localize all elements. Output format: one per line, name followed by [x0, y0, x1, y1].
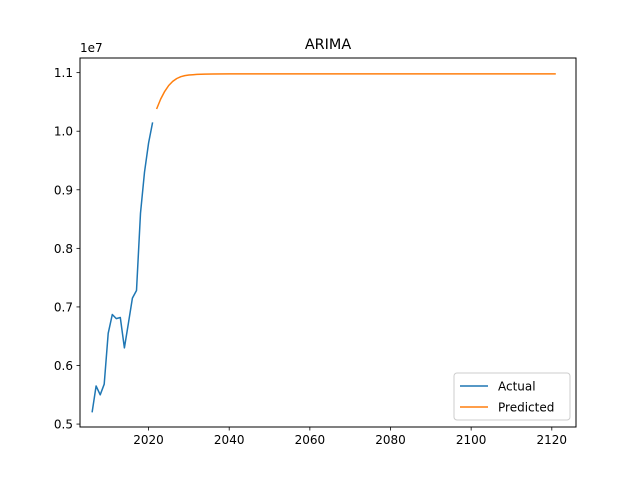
x-tick-label: 2100 — [456, 433, 487, 447]
y-axis: 0.5 0.6 0.7 0.8 0.9 1.0 1.1 — [54, 66, 80, 432]
y-offset-label: 1e7 — [80, 41, 103, 55]
y-tick-label: 0.7 — [54, 300, 73, 314]
axes-frame — [79, 57, 577, 428]
y-tick-label: 0.9 — [54, 183, 73, 197]
series-layer — [91, 73, 556, 413]
series-line-actual — [91, 122, 154, 413]
x-tick-label: 2060 — [295, 433, 326, 447]
x-tick-label: 2080 — [375, 433, 406, 447]
y-tick-label: 0.6 — [54, 359, 73, 373]
y-tick-label: 1.0 — [54, 125, 73, 139]
x-tick-label: 2040 — [214, 433, 245, 447]
x-axis: 2020 2040 2060 2080 2100 2120 — [133, 427, 567, 447]
y-tick-label: 0.8 — [54, 242, 73, 256]
legend: Actual Predicted — [453, 372, 571, 421]
legend-label-predicted: Predicted — [498, 401, 554, 415]
x-tick-label: 2120 — [537, 433, 568, 447]
series-line-predicted — [155, 73, 556, 110]
legend-label-actual: Actual — [498, 380, 536, 394]
legend-box — [453, 372, 571, 421]
y-tick-label: 0.5 — [54, 418, 73, 432]
x-tick-label: 2020 — [133, 433, 164, 447]
chart-title: ARIMA — [305, 37, 352, 53]
y-tick-label: 1.1 — [54, 66, 73, 80]
